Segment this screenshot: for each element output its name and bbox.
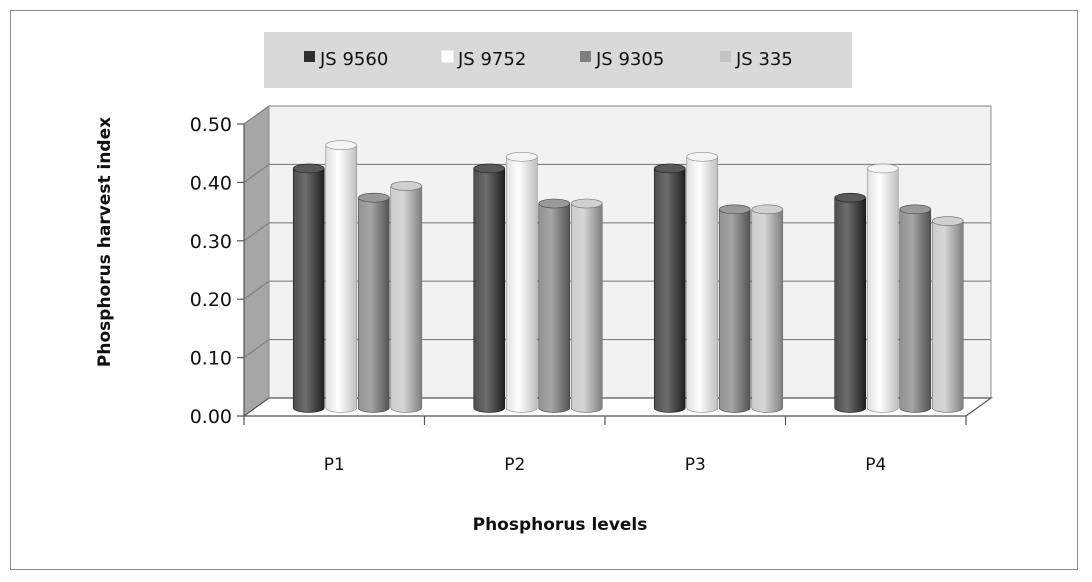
gridline	[243, 163, 991, 183]
bar-body	[390, 185, 423, 413]
bar-top	[292, 163, 325, 174]
bar-body	[325, 144, 358, 413]
bar	[866, 163, 899, 413]
bar-top	[931, 216, 964, 226]
legend-swatch	[720, 51, 731, 62]
bar-top	[505, 151, 538, 162]
x-tick-label: P3	[685, 455, 706, 475]
bar-body	[866, 168, 899, 413]
x-tick-label: P4	[865, 455, 886, 475]
bar	[751, 204, 784, 413]
bar	[653, 163, 686, 413]
bar	[538, 198, 571, 413]
y-axis-title: Phosphorus harvest index	[95, 117, 115, 367]
y-tick-label: 0.40	[190, 172, 232, 194]
bar-top	[390, 181, 423, 191]
bar-body	[292, 168, 325, 413]
bar-top	[570, 198, 603, 209]
y-tick-label: 0.20	[190, 289, 232, 311]
bar-body	[751, 209, 784, 413]
legend-label: JS 9752	[457, 49, 526, 70]
y-tick-label: 0.30	[190, 231, 232, 253]
bar	[357, 192, 390, 413]
bar-body	[570, 203, 603, 413]
bar-top	[653, 163, 686, 174]
bar-body	[931, 220, 964, 413]
legend-label: JS 335	[735, 49, 793, 70]
bar-body	[834, 197, 867, 413]
legend: JS 9560 JS 9752 JS 9305 JS 335	[264, 32, 852, 88]
gridline	[243, 105, 991, 125]
axes: 0.00 0.10 0.20 0.30 0.40 0.50 P1 P2 P3 P4	[190, 114, 967, 475]
bar-top	[751, 204, 784, 215]
bar-body	[473, 168, 506, 413]
bar-top	[899, 204, 932, 215]
y-tick-label: 0.00	[190, 406, 232, 428]
x-axis-title: Phosphorus levels	[473, 515, 648, 535]
bar-body	[718, 209, 751, 413]
bar	[570, 198, 603, 413]
bar	[931, 216, 964, 413]
bar-body	[357, 197, 390, 413]
bar-top	[686, 151, 719, 162]
bar-body	[653, 168, 686, 413]
bar	[834, 192, 867, 413]
legend-swatch	[441, 50, 454, 63]
bar	[718, 204, 751, 413]
y-tick-label: 0.50	[190, 114, 232, 136]
bar-top	[538, 198, 571, 209]
bar-top	[866, 163, 899, 174]
bar	[505, 151, 538, 413]
bar-body	[899, 209, 932, 413]
bar	[390, 181, 423, 413]
legend-swatch	[304, 51, 315, 62]
legend-swatch	[580, 51, 591, 62]
bar-top	[473, 163, 506, 174]
bar-body	[686, 156, 719, 413]
bar	[292, 163, 325, 413]
bar	[325, 140, 358, 413]
side-wall	[243, 105, 270, 417]
x-tick-label: P1	[324, 455, 345, 475]
x-tick-label: P2	[504, 455, 525, 475]
bar-top	[325, 140, 358, 150]
y-tick-label: 0.10	[190, 348, 232, 370]
bar-top	[718, 204, 751, 215]
bars	[292, 140, 964, 413]
bar-body	[505, 156, 538, 413]
bar-top	[357, 192, 390, 203]
bar-body	[538, 203, 571, 413]
bar	[899, 204, 932, 413]
plot-walls	[242, 105, 993, 417]
legend-label: JS 9305	[595, 49, 664, 70]
bar	[473, 163, 506, 413]
bar-top	[834, 192, 867, 203]
floor	[242, 397, 993, 417]
legend-label: JS 9560	[319, 49, 388, 70]
legend-box	[264, 32, 852, 88]
bar	[686, 151, 719, 413]
